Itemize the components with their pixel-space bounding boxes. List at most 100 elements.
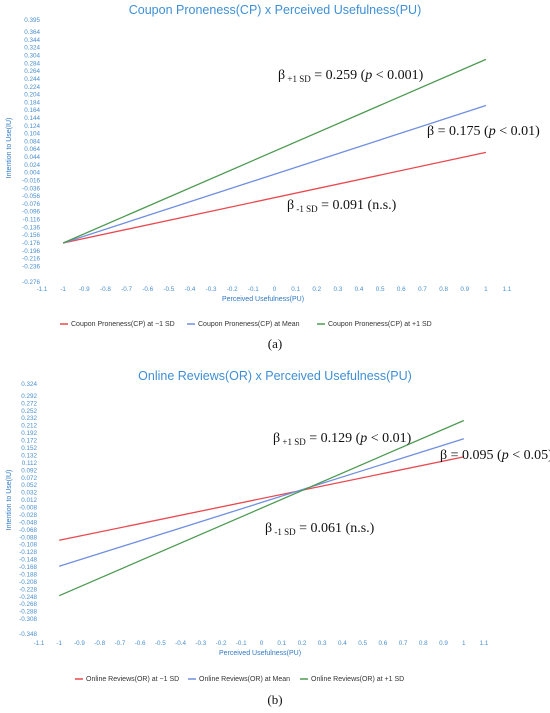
- beta-subscript: +1 SD: [280, 437, 306, 447]
- beta-value: = 0.259 (: [311, 68, 366, 83]
- y-tick-label: 0.324: [21, 381, 37, 388]
- x-axis-label: Perceived Usefulness(PU): [219, 650, 301, 657]
- beta-value: = 0.091 (n.s.): [318, 198, 397, 213]
- x-axis-label: Perceived Usefulness(PU): [222, 296, 304, 303]
- y-tick-label: -0.088: [19, 534, 37, 541]
- beta-annotation: β +1 SD = 0.129 (p < 0.01): [273, 431, 412, 447]
- x-tick-label: -0.5: [155, 640, 166, 647]
- beta-annotations: β +1 SD = 0.129 (p < 0.01)β = 0.095 (p <…: [265, 431, 550, 537]
- tick-labels: 0.324 0.2920.2720.2520.2320.2120.1920.172…: [19, 381, 489, 647]
- x-tick-label: -0.7: [114, 640, 125, 647]
- y-tick-label: -0.228: [19, 586, 37, 593]
- legend: Coupon Proneness(CP) at −1 SD Coupon Pron…: [60, 321, 432, 328]
- panel-label: (b): [267, 692, 282, 707]
- y-tick-label: -0.208: [19, 579, 37, 586]
- y-tick-label: -0.128: [19, 549, 37, 556]
- y-tick-label: -0.268: [19, 601, 37, 608]
- x-tick-label: 1.1: [503, 286, 512, 293]
- y-tick-label: 0.172: [21, 438, 37, 445]
- x-tick-label: -0.8: [94, 640, 105, 647]
- legend-label: Coupon Proneness(CP) at −1 SD: [71, 321, 175, 328]
- series-line: [59, 456, 464, 541]
- y-tick-label: 0.364: [24, 29, 40, 36]
- x-tick-label: 0.3: [334, 286, 343, 293]
- x-tick-label: -0.5: [163, 286, 174, 293]
- x-tick-label: 0.4: [355, 286, 364, 293]
- beta-symbol: β: [427, 124, 434, 139]
- y-tick-label: -0.348: [19, 631, 37, 638]
- x-tick-label: -0.6: [142, 286, 153, 293]
- series-line: [62, 151, 487, 244]
- x-tick-label: 0.9: [439, 640, 448, 647]
- y-tick-label: -0.236: [22, 263, 40, 270]
- x-tick-label: 0.5: [376, 286, 385, 293]
- y-tick-label: 0.024: [24, 162, 40, 169]
- chart-title: Online Reviews(OR) x Perceived Usefulnes…: [138, 369, 412, 383]
- x-tick-label: -1.1: [37, 286, 48, 293]
- x-tick-label: -0.4: [175, 640, 186, 647]
- x-tick-label: 0.2: [298, 640, 307, 647]
- beta-value: = 0.129 (: [306, 431, 361, 446]
- y-tick-label: 0.072: [21, 475, 37, 482]
- x-tick-label: 0: [260, 640, 264, 647]
- p-value: < 0.01): [367, 431, 411, 446]
- y-tick-label: -0.216: [22, 256, 40, 263]
- x-tick-label: 0.7: [418, 286, 427, 293]
- y-tick-label: 0.144: [24, 115, 40, 122]
- beta-subscript: -1 SD: [272, 527, 296, 537]
- beta-value: = 0.061 (n.s.): [296, 521, 375, 536]
- y-tick-label: -0.016: [22, 177, 40, 184]
- p-value: < 0.05): [509, 448, 550, 463]
- legend-label: Coupon Proneness(CP) at +1 SD: [328, 321, 432, 328]
- y-tick-label: -0.276: [22, 279, 40, 286]
- x-tick-label: 0.8: [439, 286, 448, 293]
- x-tick-label: 0.6: [378, 640, 387, 647]
- x-tick-label: -0.9: [79, 286, 90, 293]
- y-tick-label: -0.176: [22, 240, 40, 247]
- y-tick-label: 0.104: [24, 131, 40, 138]
- x-tick-label: 0.6: [397, 286, 406, 293]
- series-line: [62, 58, 487, 244]
- x-tick-label: 0.5: [358, 640, 367, 647]
- y-tick-label: -0.308: [19, 616, 37, 623]
- y-axis-label: Intention to Use(IU): [6, 470, 13, 531]
- y-tick-label: 0.192: [21, 430, 37, 437]
- y-tick-label: -0.096: [22, 209, 40, 216]
- series-line: [58, 419, 465, 597]
- x-tick-label: -0.6: [135, 640, 146, 647]
- beta-annotation: β = 0.095 (p < 0.05): [440, 448, 550, 463]
- legend-label: Online Reviews(OR) at +1 SD: [311, 676, 404, 683]
- x-tick-label: -0.2: [216, 640, 227, 647]
- p-symbol: p: [359, 431, 367, 446]
- beta-value: = 0.095 (: [447, 448, 502, 463]
- y-tick-label: -0.008: [19, 505, 37, 512]
- x-tick-label: 0.7: [399, 640, 408, 647]
- y-tick-label: -0.028: [19, 512, 37, 519]
- y-tick-label: 0.052: [21, 482, 37, 489]
- panel-label: (a): [268, 336, 282, 351]
- beta-symbol: β: [265, 521, 272, 536]
- chart-title: Coupon Proneness(CP) x Perceived Usefuln…: [129, 3, 422, 17]
- y-tick-label: 0.152: [21, 445, 37, 452]
- series-lines: [58, 419, 465, 597]
- y-tick-label: 0.292: [21, 393, 37, 400]
- tick-labels: 0.395 0.3640.3440.3240.3040.2840.2640.244…: [22, 17, 512, 293]
- legend: Online Reviews(OR) at −1 SD Online Review…: [75, 676, 404, 683]
- y-tick-label: 0.184: [24, 99, 40, 106]
- y-tick-label: -0.248: [19, 594, 37, 601]
- x-tick-label: 0.1: [277, 640, 286, 647]
- x-tick-label: 1: [484, 286, 488, 293]
- beta-annotation: β +1 SD = 0.259 (p < 0.001): [278, 68, 424, 84]
- x-tick-label: -0.2: [227, 286, 238, 293]
- beta-symbol: β: [278, 68, 285, 83]
- beta-symbol: β: [287, 198, 294, 213]
- legend-label: Online Reviews(OR) at −1 SD: [86, 676, 179, 683]
- x-tick-label: 0.3: [318, 640, 327, 647]
- y-tick-label: -0.076: [22, 201, 40, 208]
- y-tick-label: -0.036: [22, 185, 40, 192]
- x-tick-label: -0.3: [206, 286, 217, 293]
- beta-subscript: +1 SD: [285, 74, 311, 84]
- y-tick-label: -0.196: [22, 248, 40, 255]
- y-tick-label: 0.344: [24, 37, 40, 44]
